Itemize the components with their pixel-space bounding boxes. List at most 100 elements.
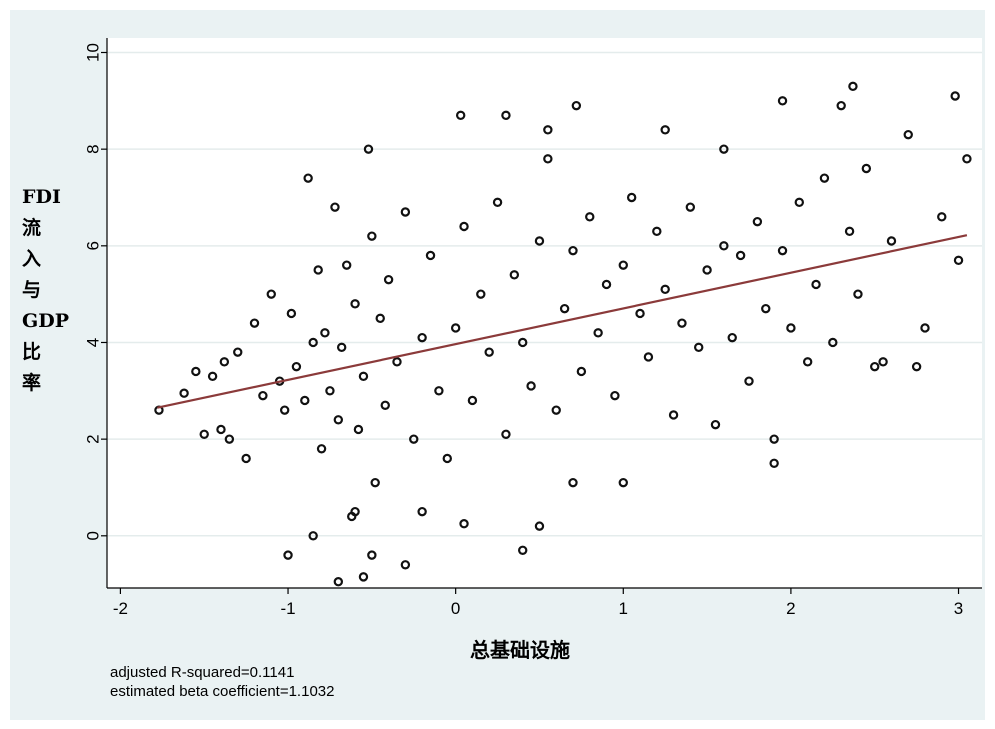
data-point: [370, 477, 380, 488]
data-point: [375, 313, 385, 324]
data-point: [836, 100, 846, 111]
data-point: [828, 337, 838, 348]
data-point: [571, 100, 582, 111]
data-point: [844, 226, 855, 237]
data-point: [819, 173, 830, 183]
data-point: [303, 173, 313, 183]
data-point: [342, 260, 352, 270]
data-point: [219, 357, 230, 367]
data-point: [534, 236, 545, 246]
data-point: [786, 323, 796, 333]
data-point: [769, 434, 779, 444]
x-axis-label: 总基础设施: [470, 638, 570, 662]
data-point: [333, 415, 344, 425]
axes: [101, 38, 982, 594]
data-point: [518, 545, 528, 556]
data-point: [576, 366, 587, 377]
data-point: [761, 303, 771, 314]
data-point: [409, 434, 419, 444]
y-tick-label: 10: [84, 43, 103, 62]
data-point: [635, 308, 645, 319]
data-point: [320, 328, 330, 338]
x-tick-label: 1: [619, 599, 628, 618]
plot-area: [107, 38, 982, 588]
data-point: [330, 202, 340, 212]
data-point: [279, 405, 290, 415]
data-point: [434, 386, 444, 396]
data-point: [870, 361, 880, 372]
data-point: [224, 434, 235, 444]
y-axis-label-line: 与: [22, 279, 42, 301]
data-point: [937, 212, 947, 222]
data-point: [425, 250, 436, 261]
data-point: [459, 221, 469, 232]
data-point: [492, 197, 503, 208]
data-point: [727, 332, 737, 343]
data-point: [258, 390, 268, 401]
data-point: [777, 96, 788, 106]
data-point: [878, 357, 888, 367]
data-point: [442, 453, 452, 464]
data-point: [241, 453, 251, 464]
data-point: [509, 270, 520, 280]
data-point: [903, 129, 913, 140]
data-point: [710, 419, 721, 430]
data-point: [643, 352, 654, 362]
data-point: [353, 424, 364, 435]
y-axis-label-line: 率: [22, 372, 42, 394]
beta-note: estimated beta coefficient=1.1032: [110, 683, 335, 700]
data-point: [962, 154, 972, 164]
y-axis-label-line: GDP: [22, 310, 69, 332]
data-point: [534, 521, 545, 531]
data-point: [207, 371, 218, 382]
data-point: [911, 361, 922, 372]
data-point: [467, 395, 478, 406]
data-point: [735, 250, 746, 261]
data-point: [358, 572, 369, 582]
data-point: [953, 255, 964, 266]
data-point: [392, 357, 402, 367]
data-point: [380, 400, 390, 411]
data-point: [300, 395, 310, 406]
data-point: [769, 458, 779, 469]
y-axis-label: FDI 流入与 GDP 比率: [22, 182, 69, 399]
x-tick-label: -2: [113, 599, 128, 618]
data-point: [543, 154, 553, 164]
y-tick-label: 6: [84, 241, 103, 250]
data-point: [543, 125, 553, 135]
data-point: [853, 289, 863, 299]
data-point: [233, 347, 243, 357]
x-tick-label: 3: [954, 599, 963, 618]
y-tick-label: 8: [84, 144, 103, 153]
data-point: [313, 265, 323, 275]
data-point: [920, 323, 930, 333]
data-point: [266, 289, 276, 299]
data-point: [350, 299, 360, 309]
x-tick-label: -1: [280, 599, 295, 618]
data-point: [811, 279, 821, 290]
x-tick-label: 0: [451, 599, 460, 618]
y-tick-label: 2: [84, 434, 103, 443]
data-point: [802, 357, 813, 367]
data-point: [358, 371, 369, 382]
data-point: [316, 444, 327, 454]
data-point: [610, 390, 620, 401]
data-point: [886, 236, 897, 246]
data-point: [501, 110, 511, 121]
y-tick-label: 4: [84, 338, 103, 347]
data-point: [291, 361, 302, 372]
data-point: [336, 342, 347, 353]
data-point: [601, 279, 612, 290]
data-point: [400, 560, 411, 570]
data-point: [476, 289, 486, 299]
data-point: [593, 328, 603, 338]
data-point: [179, 388, 189, 398]
data-points: [154, 81, 972, 587]
data-point: [367, 550, 377, 560]
r-squared-note: adjusted R-squared=0.1141: [110, 664, 295, 681]
data-point: [794, 197, 804, 208]
data-point: [450, 323, 461, 333]
tick-labels: 0 2 4 6 8 10 -2 -1 0 1 2 3: [84, 43, 964, 618]
data-point: [568, 477, 578, 488]
